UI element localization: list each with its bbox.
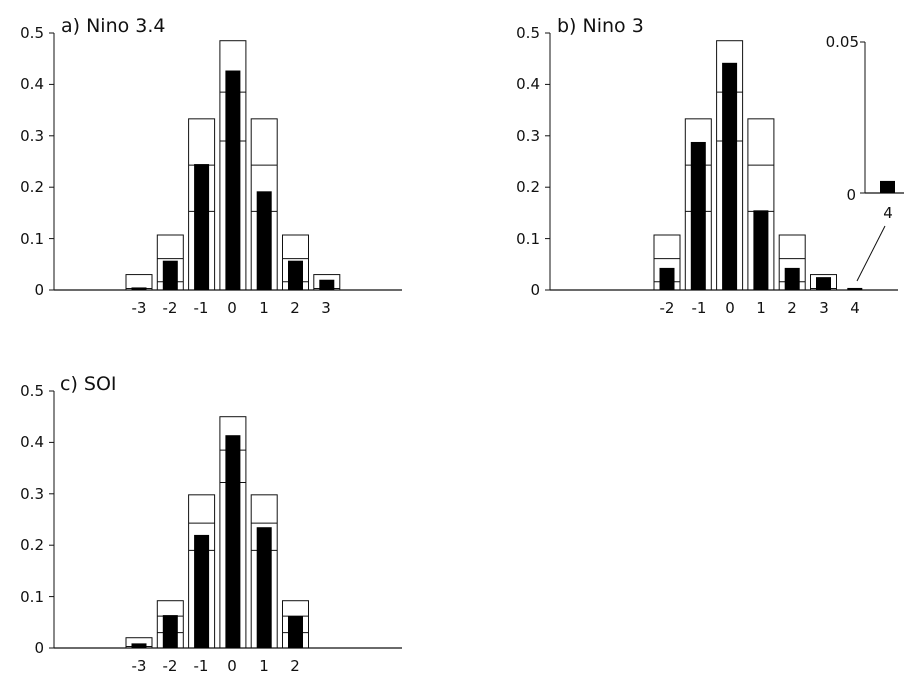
x-tick-label: 3 — [321, 299, 331, 317]
x-tick-label: 0 — [227, 299, 237, 317]
data-bar — [816, 277, 831, 290]
y-axis: 0 0.1 0.2 0.3 0.4 0.5 — [20, 24, 44, 299]
y-tick-label: 0.4 — [20, 75, 44, 93]
data-bar — [753, 210, 769, 290]
y-tick-label: 0.5 — [20, 382, 44, 400]
data-bar — [225, 70, 241, 290]
y-axis: 0 0.1 0.2 0.3 0.4 0.5 — [20, 382, 44, 657]
x-tick-label: -3 — [132, 657, 147, 674]
x-tick-label: 2 — [290, 657, 300, 674]
data-bar — [162, 615, 178, 648]
x-tick-label: -1 — [692, 299, 707, 317]
x-tick-label: 1 — [259, 657, 269, 674]
inset-zoom: 0.05 0 4 — [826, 33, 904, 282]
data-bar — [659, 267, 675, 290]
y-tick-label: 0.3 — [20, 485, 44, 503]
inset-y-tick-label: 0 — [846, 186, 856, 204]
x-tick-label: 3 — [819, 299, 829, 317]
panel-nino3: b) Nino 3 0 0.1 0.2 0.3 0.4 0.5 -2 -1 0 … — [516, 15, 904, 317]
y-tick-label: 0 — [530, 281, 540, 299]
x-tick-label: -2 — [163, 657, 178, 674]
data-bar — [722, 62, 738, 291]
data-bar — [784, 267, 800, 290]
y-tick-label: 0.1 — [516, 230, 540, 248]
panel-title: c) SOI — [60, 373, 117, 395]
data-bar — [256, 191, 272, 290]
y-tick-label: 0 — [34, 639, 44, 657]
x-tick-label: 0 — [725, 299, 735, 317]
x-axis: -2 -1 0 1 2 3 4 — [660, 299, 860, 317]
data-bar — [319, 279, 335, 290]
panel-title: a) Nino 3.4 — [61, 15, 166, 37]
inset-data-bar — [880, 180, 895, 193]
y-tick-label: 0.3 — [20, 127, 44, 145]
x-tick-label: 2 — [787, 299, 797, 317]
x-tick-label: -3 — [132, 299, 147, 317]
panel-soi: c) SOI 0 0.1 0.2 0.3 0.4 0.5 -3 -2 -1 0 … — [20, 373, 402, 674]
y-tick-label: 0.2 — [516, 178, 540, 196]
y-axis: 0 0.1 0.2 0.3 0.4 0.5 — [516, 24, 540, 299]
x-tick-label: -2 — [163, 299, 178, 317]
data-bar — [131, 643, 147, 648]
y-tick-label: 0.1 — [20, 230, 44, 248]
data-bar — [225, 435, 241, 648]
x-tick-label: 1 — [259, 299, 269, 317]
x-tick-label: 0 — [227, 657, 237, 674]
y-tick-label: 0.5 — [20, 24, 44, 42]
y-tick-label: 0.4 — [516, 75, 540, 93]
inset-leader-line — [856, 225, 886, 282]
data-bar — [162, 260, 178, 290]
x-tick-label: -2 — [660, 299, 675, 317]
data-bar — [690, 141, 706, 290]
y-tick-label: 0.1 — [20, 588, 44, 606]
y-tick-label: 0 — [34, 281, 44, 299]
data-bar — [847, 287, 863, 290]
data-bar — [131, 287, 147, 290]
x-tick-label: 4 — [850, 299, 860, 317]
data-bar — [288, 616, 303, 648]
x-tick-label: -1 — [194, 657, 209, 674]
data-bar — [256, 527, 272, 648]
y-tick-label: 0.4 — [20, 433, 44, 451]
data-bar — [288, 260, 303, 290]
x-tick-label: 2 — [290, 299, 300, 317]
y-tick-label: 0.3 — [516, 127, 540, 145]
x-tick-label: 1 — [756, 299, 766, 317]
y-tick-label: 0.5 — [516, 24, 540, 42]
inset-x-tick-label: 4 — [883, 204, 893, 222]
inset-y-tick-label: 0.05 — [826, 33, 859, 51]
data-bar — [194, 534, 210, 648]
x-axis: -3 -2 -1 0 1 2 — [132, 657, 300, 674]
data-bar — [194, 164, 210, 290]
y-tick-label: 0.2 — [20, 178, 44, 196]
x-tick-label: -1 — [194, 299, 209, 317]
panel-title: b) Nino 3 — [557, 15, 644, 37]
panel-nino34: a) Nino 3.4 0 0.1 0.2 0.3 0.4 0.5 -3 -2 … — [20, 15, 402, 317]
x-axis: -3 -2 -1 0 1 2 3 — [132, 299, 331, 317]
y-tick-label: 0.2 — [20, 536, 44, 554]
